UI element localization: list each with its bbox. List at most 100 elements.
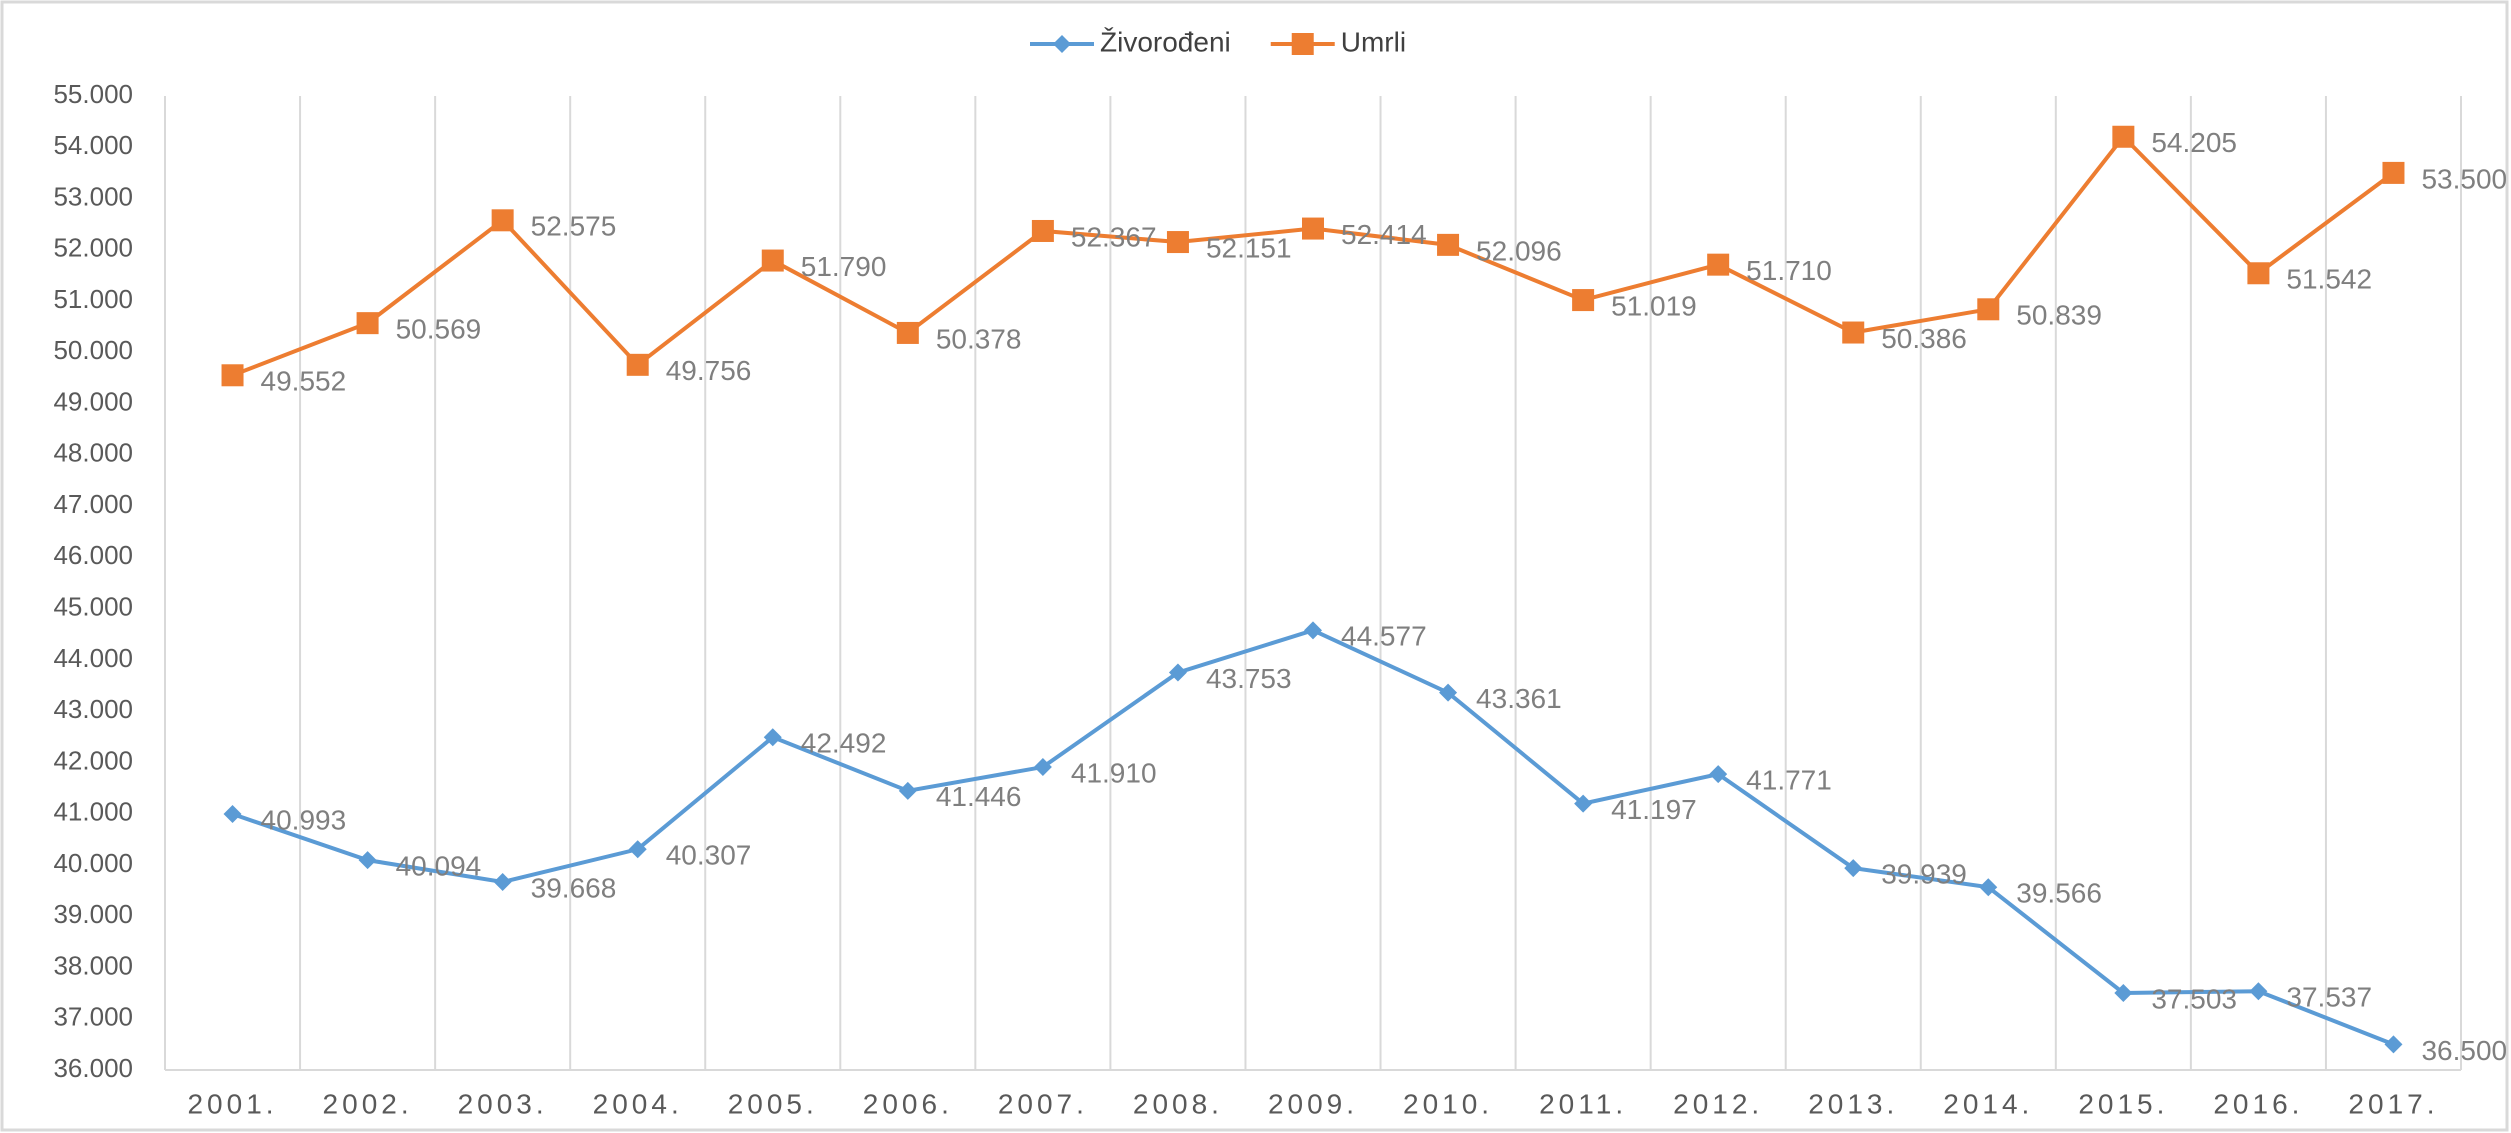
marker xyxy=(761,249,784,272)
data-label: 51.019 xyxy=(1611,290,1697,321)
marker xyxy=(763,728,782,747)
y-tick-label: 50.000 xyxy=(53,335,133,365)
data-label: 51.542 xyxy=(2286,264,2372,295)
data-label: 40.307 xyxy=(666,840,752,871)
y-tick-label: 44.000 xyxy=(53,643,133,673)
marker xyxy=(2384,1035,2403,1054)
marker xyxy=(2249,982,2268,1001)
marker xyxy=(2112,125,2135,148)
legend-marker xyxy=(1053,35,1071,53)
data-label: 50.839 xyxy=(2016,300,2102,331)
marker xyxy=(898,781,917,800)
marker xyxy=(1977,298,2000,321)
marker xyxy=(223,805,242,824)
data-label: 52.096 xyxy=(1476,235,1562,266)
marker xyxy=(358,851,377,870)
y-tick-label: 51.000 xyxy=(53,284,133,314)
marker xyxy=(628,840,647,859)
y-tick-label: 37.000 xyxy=(53,1002,133,1032)
marker xyxy=(221,364,244,387)
marker xyxy=(1304,621,1322,640)
data-label: 40.993 xyxy=(261,804,347,835)
x-tick-label: 2005. xyxy=(728,1088,818,1119)
data-label: 49.756 xyxy=(666,355,752,386)
x-tick-label: 2003. xyxy=(458,1088,548,1119)
marker xyxy=(493,872,512,891)
x-tick-label: 2017. xyxy=(2348,1088,2438,1119)
y-tick-label: 43.000 xyxy=(53,694,133,724)
y-tick-label: 42.000 xyxy=(53,745,133,775)
marker xyxy=(491,209,514,232)
x-tick-label: 2004. xyxy=(593,1088,683,1119)
marker xyxy=(1574,794,1593,813)
marker xyxy=(1031,219,1054,242)
data-label: 49.552 xyxy=(261,366,347,397)
data-label: 44.577 xyxy=(1341,621,1427,652)
marker xyxy=(1166,231,1189,254)
data-label: 50.386 xyxy=(1881,323,1967,354)
marker xyxy=(1842,321,1865,344)
y-tick-label: 41.000 xyxy=(53,797,133,827)
x-tick-label: 2007. xyxy=(998,1088,1088,1119)
data-label: 37.537 xyxy=(2286,982,2372,1013)
y-tick-label: 36.000 xyxy=(53,1053,133,1083)
data-label: 50.378 xyxy=(936,323,1022,354)
x-tick-label: 2015. xyxy=(2078,1088,2168,1119)
legend-label: Živorođeni xyxy=(1100,26,1231,57)
y-tick-label: 47.000 xyxy=(53,489,133,519)
x-tick-label: 2002. xyxy=(323,1088,413,1119)
y-tick-label: 49.000 xyxy=(53,386,133,416)
marker xyxy=(2247,262,2270,285)
x-tick-label: 2014. xyxy=(1943,1088,2033,1119)
data-label: 50.569 xyxy=(396,314,482,345)
marker xyxy=(1033,758,1052,777)
y-tick-label: 39.000 xyxy=(53,899,133,929)
x-tick-label: 2006. xyxy=(863,1088,953,1119)
data-label: 54.205 xyxy=(2151,127,2237,158)
x-tick-label: 2013. xyxy=(1808,1088,1898,1119)
marker xyxy=(1707,253,1730,276)
data-label: 52.367 xyxy=(1071,221,1157,252)
data-label: 51.790 xyxy=(801,251,887,282)
marker xyxy=(1709,765,1728,784)
data-label: 51.710 xyxy=(1746,255,1832,286)
x-tick-label: 2010. xyxy=(1403,1088,1493,1119)
data-label: 43.753 xyxy=(1206,663,1292,694)
legend-label: Umrli xyxy=(1341,26,1406,57)
x-tick-label: 2011. xyxy=(1539,1088,1627,1119)
y-tick-label: 55.000 xyxy=(53,79,133,109)
data-label: 41.446 xyxy=(936,781,1022,812)
marker xyxy=(1572,289,1595,312)
x-tick-label: 2008. xyxy=(1133,1088,1223,1119)
y-tick-label: 48.000 xyxy=(53,438,133,468)
y-tick-label: 40.000 xyxy=(53,848,133,878)
data-label: 36.500 xyxy=(2421,1035,2507,1066)
marker xyxy=(2114,983,2133,1002)
x-tick-label: 2001. xyxy=(187,1088,277,1119)
marker xyxy=(1979,878,1998,897)
data-label: 41.197 xyxy=(1611,794,1697,825)
data-label: 53.500 xyxy=(2421,163,2507,194)
marker xyxy=(356,312,379,335)
data-label: 40.094 xyxy=(396,851,482,882)
marker xyxy=(1302,217,1324,240)
marker xyxy=(1168,663,1187,682)
data-label: 39.939 xyxy=(1881,858,1967,889)
data-label: 43.361 xyxy=(1476,683,1562,714)
data-label: 52.575 xyxy=(531,211,617,242)
legend-marker xyxy=(1291,33,1314,55)
y-tick-label: 45.000 xyxy=(53,592,133,622)
marker xyxy=(1437,233,1460,256)
data-label: 37.503 xyxy=(2151,983,2237,1014)
data-label: 52.151 xyxy=(1206,232,1292,263)
data-label: 41.910 xyxy=(1071,757,1157,788)
x-tick-label: 2012. xyxy=(1673,1088,1763,1119)
y-tick-label: 38.000 xyxy=(53,950,133,980)
marker xyxy=(1844,859,1863,878)
marker xyxy=(1439,683,1458,702)
y-tick-label: 46.000 xyxy=(53,540,133,570)
y-tick-label: 53.000 xyxy=(53,181,133,211)
marker xyxy=(2382,161,2405,184)
